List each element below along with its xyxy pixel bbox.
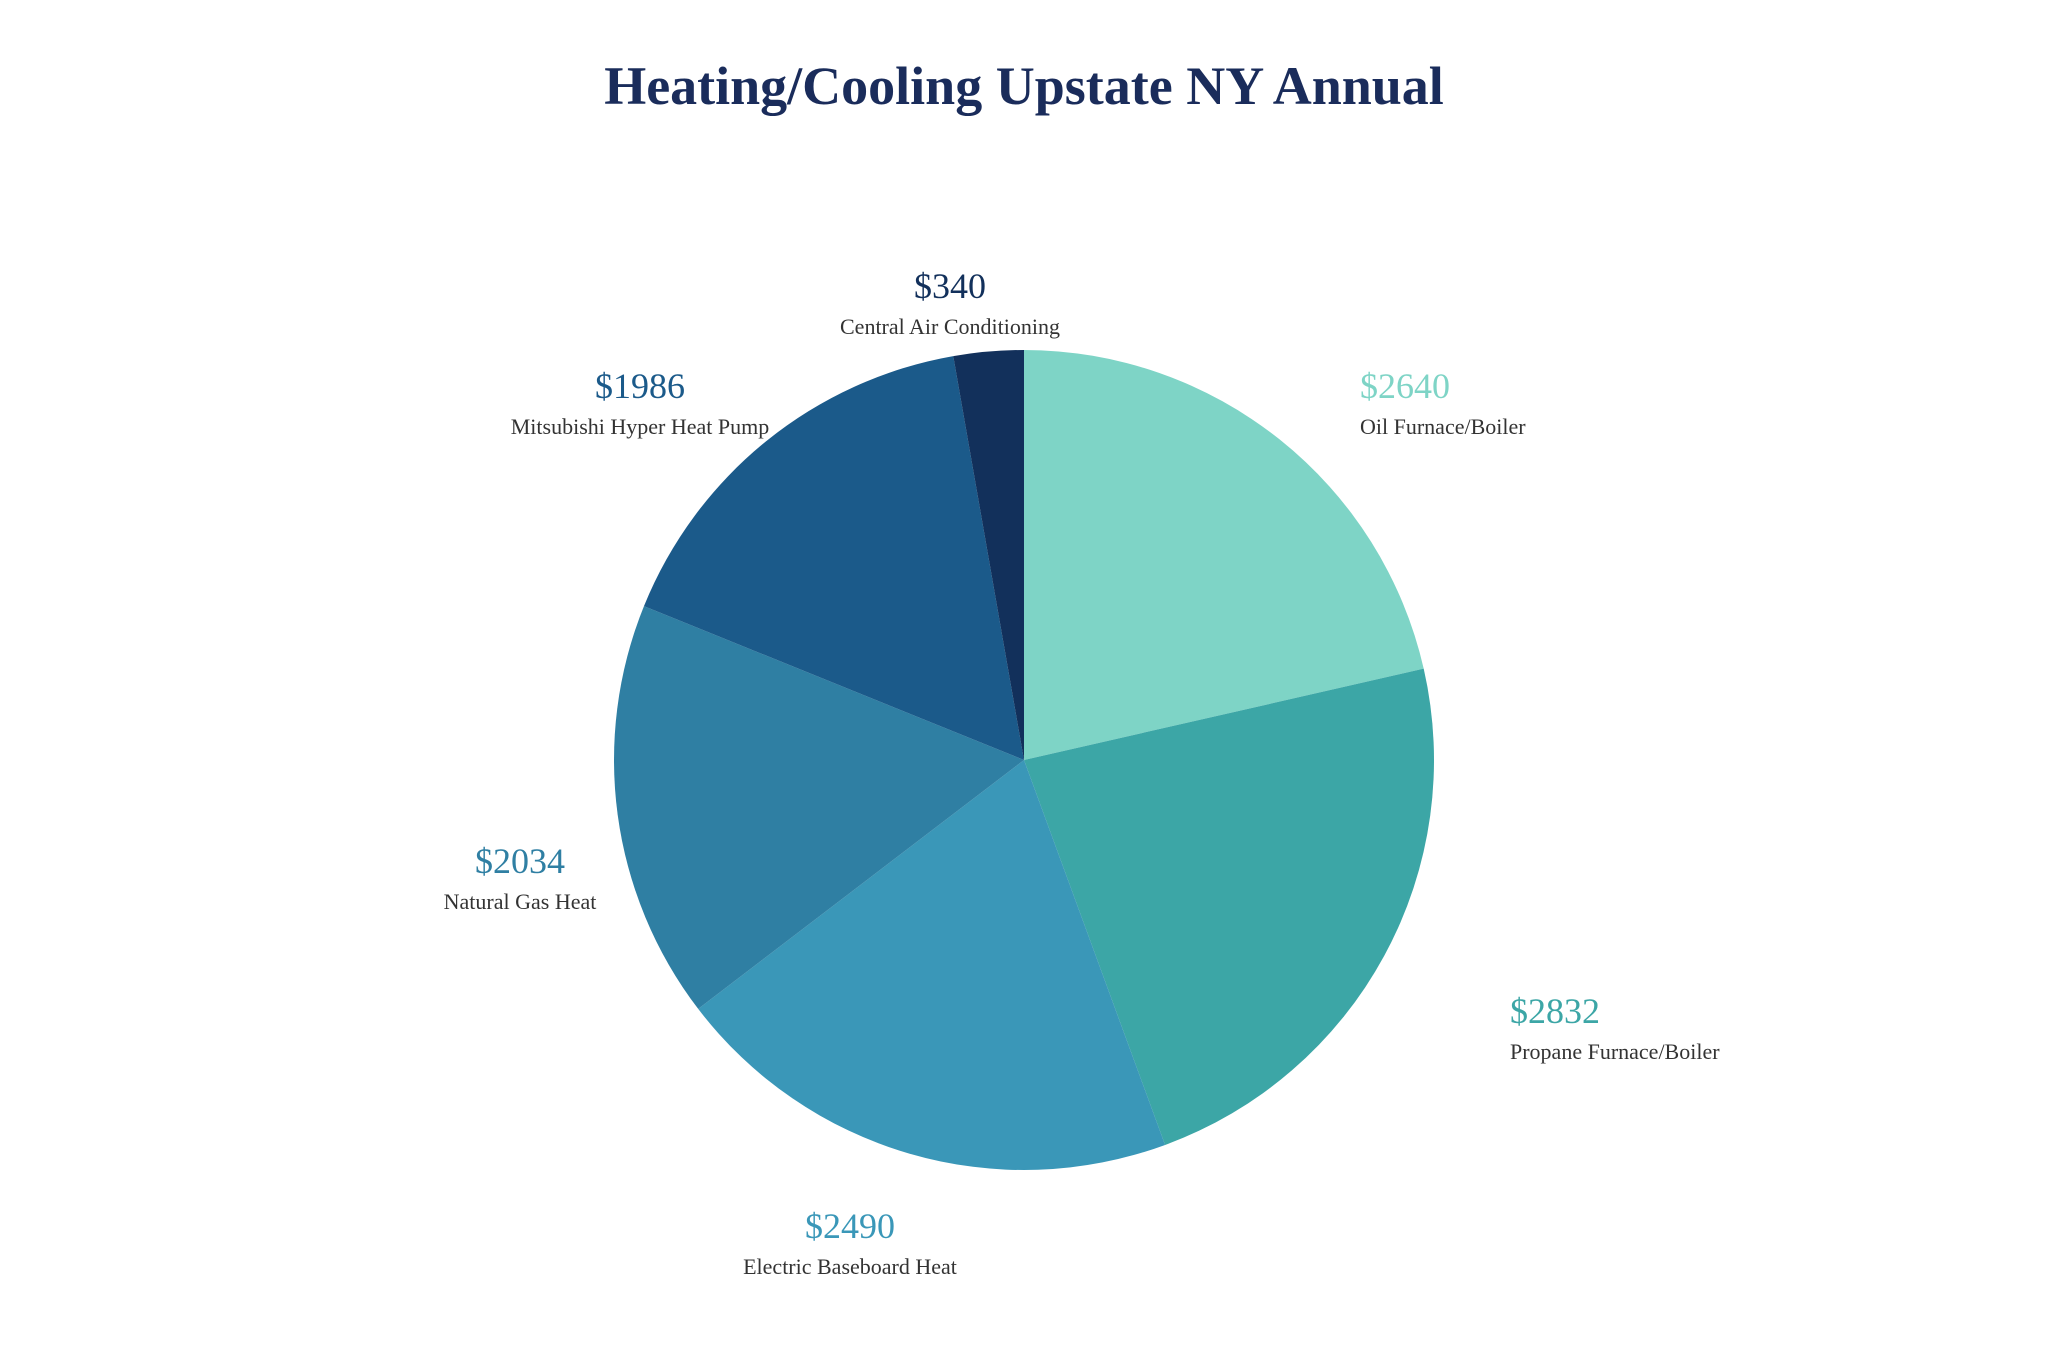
slice-name: Central Air Conditioning <box>840 314 1060 340</box>
slice-label: $1986 Mitsubishi Hyper Heat Pump <box>511 365 770 441</box>
slice-value: $2490 <box>743 1205 957 1248</box>
slice-name: Propane Furnace/Boiler <box>1510 1039 1720 1065</box>
slice-label: $2034 Natural Gas Heat <box>444 840 597 916</box>
slice-name: Electric Baseboard Heat <box>743 1254 957 1280</box>
slice-name: Oil Furnace/Boiler <box>1360 414 1526 440</box>
chart-container: Heating/Cooling Upstate NY Annual $2640O… <box>0 0 2048 1366</box>
slice-value: $2640 <box>1360 365 1526 408</box>
slice-label: $2490 Electric Baseboard Heat <box>743 1205 957 1281</box>
pie-chart <box>0 0 2048 1366</box>
slice-label: $340 Central Air Conditioning <box>840 265 1060 341</box>
slice-value: $2832 <box>1510 990 1720 1033</box>
slice-value: $2034 <box>444 840 597 883</box>
slice-value: $340 <box>840 265 1060 308</box>
slice-label: $2832 Propane Furnace/Boiler <box>1510 990 1720 1066</box>
slice-name: Natural Gas Heat <box>444 889 597 915</box>
slice-value: $1986 <box>511 365 770 408</box>
slice-label: $2640 Oil Furnace/Boiler <box>1360 365 1526 441</box>
slice-name: Mitsubishi Hyper Heat Pump <box>511 414 770 440</box>
